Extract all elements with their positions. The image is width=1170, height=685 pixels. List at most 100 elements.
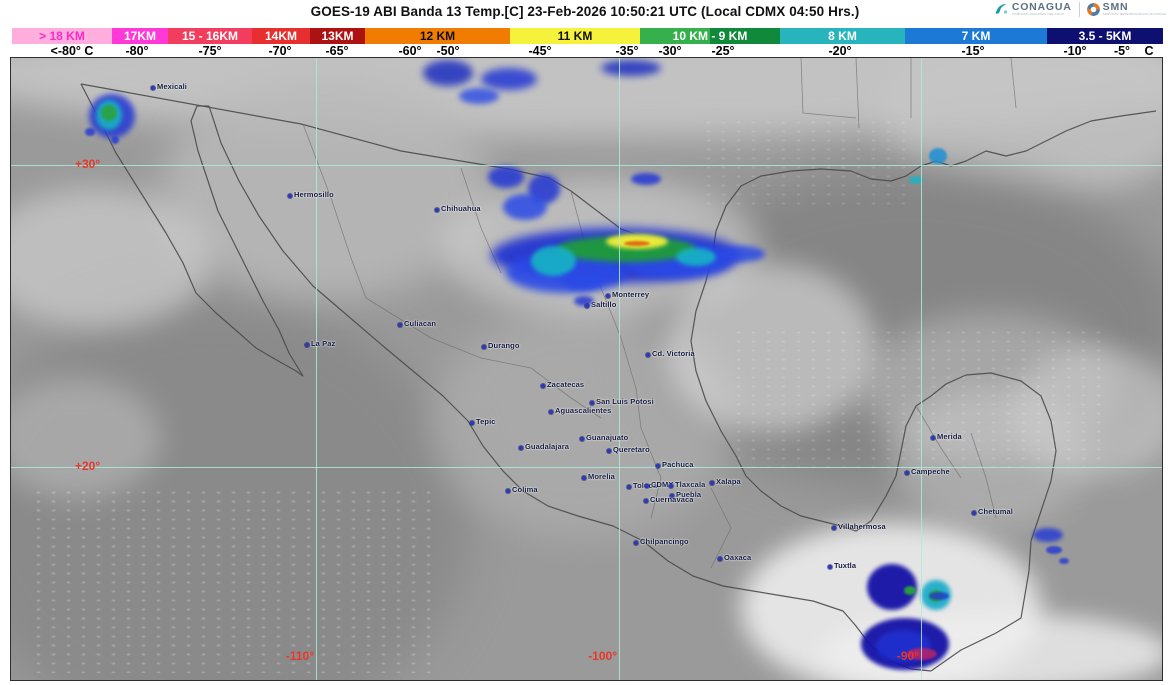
page-title: GOES-19 ABI Banda 13 Temp.[C] 23-Feb-202… (310, 4, 860, 19)
city-label: Tuxtla (834, 561, 857, 570)
temp-tick-label: -70° (268, 44, 292, 58)
storm-cell (563, 272, 603, 290)
state-line-durango (365, 297, 532, 369)
city-dot-icon (607, 449, 611, 453)
city-dot-icon (627, 485, 631, 489)
latitude-label: +30° (75, 157, 101, 171)
header: GOES-19 ABI Banda 13 Temp.[C] 23-Feb-202… (0, 0, 1170, 28)
gulf-cloud-streets (731, 328, 1101, 468)
city-label: Campeche (911, 467, 950, 476)
scale-segment: 8 KM (780, 28, 905, 44)
storm-cell (907, 648, 937, 660)
city-label: Cuernavaca (650, 495, 694, 504)
logo-divider (1078, 1, 1080, 17)
city-dot-icon (541, 384, 545, 388)
scale-segment: 17KM (112, 28, 168, 44)
latitude-label: +20° (75, 459, 101, 473)
city-label: Chilpancingo (640, 537, 689, 546)
state-line-south-2 (710, 487, 732, 569)
scale-segment: 11 KM (510, 28, 640, 44)
city-dot-icon (972, 511, 976, 515)
us-gulf-coast (712, 110, 1157, 252)
city-dot-icon (305, 343, 309, 347)
temp-tick-label: -5° (1113, 44, 1131, 58)
temp-tick-label: -45° (528, 44, 552, 58)
storm-cell (481, 68, 537, 90)
temp-tick-label: -60° (398, 44, 422, 58)
city-label: CDMX (651, 480, 674, 489)
conagua-wordmark: CONAGUA (1011, 1, 1072, 14)
city-dot-icon (646, 353, 650, 357)
temp-tick-label: -20° (828, 44, 852, 58)
city-label: Monterrey (612, 290, 650, 299)
latitude-gridline (11, 467, 1162, 468)
city-dot-icon (470, 421, 474, 425)
city-label: Tepic (476, 417, 496, 426)
city-label: Guadalajara (525, 442, 570, 451)
storm-cell (503, 194, 547, 220)
city-label: Chetumal (978, 507, 1013, 516)
longitude-label: -100° (588, 649, 617, 663)
conagua-tagline: COMISIÓN NACIONAL DEL AGUA (1011, 11, 1064, 16)
pacific-dark (11, 298, 471, 680)
city-dot-icon (931, 436, 935, 440)
scale-segment: 10 KM - 9 KM (640, 28, 780, 44)
storm-cell (929, 148, 947, 164)
temp-tick-label: -75° (198, 44, 222, 58)
city-dot-icon (519, 446, 523, 450)
latitude-gridline (11, 165, 1162, 166)
city-dot-icon (398, 323, 402, 327)
city-label: Aguascalientes (555, 406, 612, 415)
guatemala-border (930, 570, 1030, 672)
city-label: La Paz (311, 339, 336, 348)
storm-cell (111, 136, 119, 144)
state-line-central-1 (530, 367, 602, 419)
city-label: Colima (512, 485, 538, 494)
scale-segment: > 18 KM (12, 28, 112, 44)
storm-cell (676, 248, 716, 266)
city-dot-icon (718, 557, 722, 561)
city-label: San Luis Potosi (596, 397, 654, 406)
temp-tick-label: -80° (125, 44, 149, 58)
city-label: Cd. Victoria (652, 349, 695, 358)
temp-tick-label: C (1144, 44, 1154, 58)
city-label: Tlaxcala (675, 480, 706, 489)
storm-cell (574, 296, 594, 306)
altitude-color-scale: > 18 KM 17KM 15 - 16KM 14KM 13KM 12 KM 11 KM 10… (12, 28, 1163, 44)
city-dot-icon (151, 86, 155, 90)
storm-cell (531, 246, 576, 276)
satellite-map: +30° +20° -110° -100° -90° Mexicali Hermosill… (10, 57, 1163, 681)
pacific-cloud-west-baja (11, 188, 211, 328)
city-dot-icon (710, 481, 714, 485)
city-label: Queretaro (613, 445, 650, 454)
storm-cell (1059, 558, 1069, 564)
city-dot-icon (585, 304, 589, 308)
longitude-label: -90° (896, 649, 919, 663)
city-dot-icon (644, 499, 648, 503)
gulf-coast-mexico (690, 250, 1057, 572)
pacific-cloud-low (11, 378, 161, 498)
storm-cell (717, 246, 765, 262)
state-line-yucatan-2 (970, 432, 997, 519)
storm-cell (488, 166, 524, 188)
smn-tagline: SERVICIO METEOROLÓGICO NACIONAL (1102, 11, 1167, 16)
temperature-scale-labels: <-80° C -80° -75° -70° -65° -60° -50° -45° -35° -… (12, 44, 1163, 58)
scale-segment: 3.5 - 5KM (1047, 28, 1163, 44)
temp-tick-label: -50° (436, 44, 460, 58)
city-dot-icon (905, 471, 909, 475)
city-dot-icon (580, 437, 584, 441)
storm-cell (624, 241, 650, 246)
city-label: Pachuca (662, 460, 694, 469)
storm-cell (929, 592, 949, 600)
us-state-line-2 (855, 58, 860, 129)
scale-segment: 15 - 16KM (168, 28, 252, 44)
state-line-yucatan-1 (915, 405, 962, 479)
city-label: Guanajuato (586, 433, 629, 442)
agency-logos: CONAGUA COMISIÓN NACIONAL DEL AGUA SMN S… (993, 1, 1167, 17)
storm-cell (423, 60, 473, 86)
city-label: Saltillo (591, 300, 617, 309)
city-dot-icon (506, 489, 510, 493)
city-dot-icon (606, 294, 610, 298)
city-dot-icon (482, 345, 486, 349)
longitude-gridline (316, 58, 317, 680)
